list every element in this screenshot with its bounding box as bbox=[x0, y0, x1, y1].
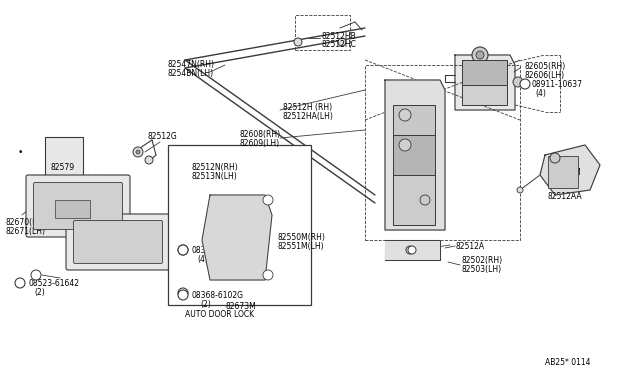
FancyBboxPatch shape bbox=[33, 183, 122, 230]
Circle shape bbox=[472, 47, 488, 63]
Text: AB25* 0114: AB25* 0114 bbox=[545, 358, 591, 367]
Bar bbox=[295, 15, 350, 50]
Circle shape bbox=[517, 187, 523, 193]
Polygon shape bbox=[540, 145, 600, 195]
Circle shape bbox=[145, 156, 153, 164]
Circle shape bbox=[399, 139, 411, 151]
Bar bbox=[393, 105, 435, 135]
Circle shape bbox=[133, 147, 143, 157]
Text: 82609(LH): 82609(LH) bbox=[240, 139, 280, 148]
Text: 82547N(RH): 82547N(RH) bbox=[168, 60, 215, 69]
Text: 82606(LH): 82606(LH) bbox=[525, 71, 565, 80]
Circle shape bbox=[31, 270, 41, 280]
Circle shape bbox=[178, 245, 188, 255]
Circle shape bbox=[178, 288, 188, 298]
Text: 82605(RH): 82605(RH) bbox=[525, 62, 566, 71]
Text: 82513N(LH): 82513N(LH) bbox=[192, 172, 237, 181]
Circle shape bbox=[420, 195, 430, 205]
Bar bbox=[55, 200, 90, 218]
Polygon shape bbox=[385, 80, 445, 230]
Text: 82503(LH): 82503(LH) bbox=[462, 265, 502, 274]
Text: 82550M(RH): 82550M(RH) bbox=[278, 233, 326, 242]
Text: (2): (2) bbox=[34, 288, 45, 297]
Text: 8254BN(LH): 8254BN(LH) bbox=[168, 69, 214, 78]
Text: 82512N(RH): 82512N(RH) bbox=[192, 163, 239, 172]
Circle shape bbox=[406, 246, 414, 254]
Text: (2): (2) bbox=[200, 300, 211, 309]
Text: •: • bbox=[18, 148, 24, 157]
Bar bbox=[393, 135, 435, 175]
Text: 08313-41625: 08313-41625 bbox=[191, 246, 242, 255]
Circle shape bbox=[513, 77, 523, 87]
Text: 08368-6102G: 08368-6102G bbox=[191, 291, 243, 300]
FancyBboxPatch shape bbox=[26, 175, 130, 237]
FancyBboxPatch shape bbox=[74, 221, 163, 263]
Polygon shape bbox=[385, 240, 440, 260]
Circle shape bbox=[338, 38, 346, 46]
Text: 82512AA: 82512AA bbox=[548, 192, 582, 201]
Bar bbox=[365, 65, 520, 240]
Circle shape bbox=[263, 270, 273, 280]
Bar bbox=[168, 145, 311, 305]
Circle shape bbox=[476, 51, 484, 59]
Polygon shape bbox=[202, 195, 272, 280]
Text: 82570M: 82570M bbox=[551, 168, 582, 177]
Text: 08911-10637: 08911-10637 bbox=[532, 80, 583, 89]
Text: 82579: 82579 bbox=[50, 163, 74, 172]
Text: (4): (4) bbox=[535, 89, 546, 98]
FancyBboxPatch shape bbox=[66, 214, 170, 270]
Text: 82512G: 82512G bbox=[148, 132, 178, 141]
Text: 82512HC: 82512HC bbox=[322, 40, 357, 49]
Bar bbox=[462, 60, 507, 105]
Text: AUTO DOOR LOCK: AUTO DOOR LOCK bbox=[185, 310, 254, 319]
Circle shape bbox=[408, 246, 416, 254]
Circle shape bbox=[136, 150, 140, 154]
Text: 82512HB: 82512HB bbox=[322, 32, 356, 41]
Bar bbox=[393, 165, 435, 225]
Bar bbox=[548, 156, 578, 188]
Text: 82671(LH): 82671(LH) bbox=[5, 227, 45, 236]
Circle shape bbox=[178, 245, 188, 255]
Circle shape bbox=[263, 195, 273, 205]
Text: 82512H (RH): 82512H (RH) bbox=[283, 103, 332, 112]
Polygon shape bbox=[455, 55, 515, 110]
Text: 82551M(LH): 82551M(LH) bbox=[278, 242, 324, 251]
Circle shape bbox=[15, 278, 25, 288]
Text: (4): (4) bbox=[197, 255, 208, 264]
Text: 82512A: 82512A bbox=[456, 242, 485, 251]
Text: 82512HA(LH): 82512HA(LH) bbox=[283, 112, 334, 121]
Circle shape bbox=[399, 109, 411, 121]
Circle shape bbox=[520, 79, 530, 89]
Text: 82502(RH): 82502(RH) bbox=[462, 256, 503, 265]
Circle shape bbox=[550, 153, 560, 163]
Text: 82608(RH): 82608(RH) bbox=[240, 130, 281, 139]
Text: 82673M: 82673M bbox=[225, 302, 256, 311]
Bar bbox=[462, 60, 507, 85]
Circle shape bbox=[294, 38, 302, 46]
Circle shape bbox=[178, 290, 188, 300]
Text: 82670(RH): 82670(RH) bbox=[5, 218, 46, 227]
Text: 08523-61642: 08523-61642 bbox=[28, 279, 79, 288]
Bar bbox=[45, 137, 83, 185]
